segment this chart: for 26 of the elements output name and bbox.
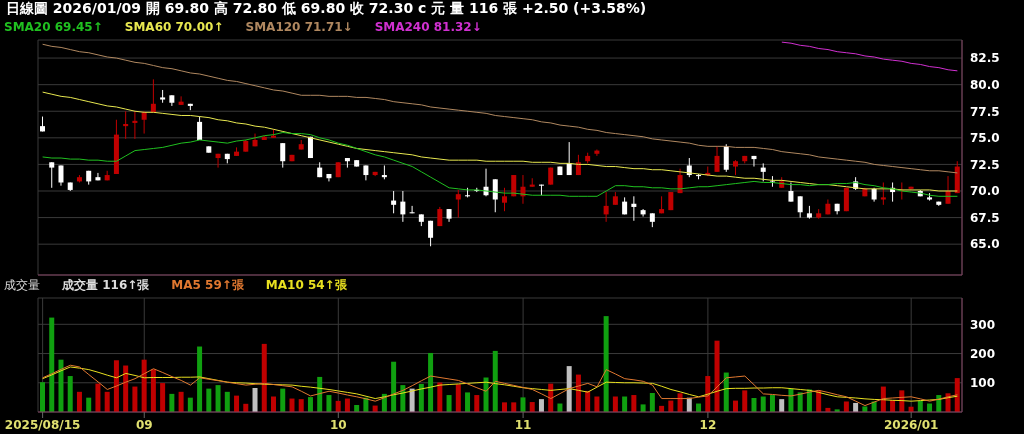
y-tick-label: 80.0	[970, 77, 1000, 92]
text: SMA120 71.71↓	[245, 20, 353, 34]
text: SMA20 69.45↑	[4, 20, 103, 34]
y-tick-label: 82.5	[970, 51, 1000, 66]
y-tick-label: 70.0	[970, 184, 1000, 199]
text: SMA240 81.32↓	[374, 20, 482, 34]
text: MA10 54↑張	[265, 276, 347, 294]
text: 成交量 116↑張	[62, 276, 150, 294]
y-tick-label: 75.0	[970, 131, 1000, 146]
y-tick-label: 300	[970, 317, 996, 332]
y-tick-label: 100	[970, 376, 996, 391]
x-tick-label: 12	[699, 417, 717, 432]
y-tick-label: 65.0	[970, 237, 1000, 252]
text: MA5 59↑張	[171, 276, 244, 294]
x-tick-label: 11	[514, 417, 532, 432]
x-tick-label: 2025/08/15	[4, 417, 81, 432]
chart-title: 成交量	[4, 276, 40, 294]
y-tick-label: 67.5	[970, 210, 1000, 225]
x-tick-label: 09	[135, 417, 153, 432]
x-tick-label: 10	[329, 417, 347, 432]
y-tick-label: 200	[970, 346, 996, 361]
chart-title: 日線圖 2026/01/09 開 69.80 高 72.80 低 69.80 收 72.30 c 元 量 116 張 +2.50 (+3.58%)	[5, 0, 648, 18]
y-tick-label: 72.5	[970, 157, 1000, 172]
text: SMA60 70.00↑	[124, 20, 224, 34]
y-tick-label: 77.5	[970, 104, 1000, 119]
x-tick-label: 2026/01	[883, 417, 939, 432]
